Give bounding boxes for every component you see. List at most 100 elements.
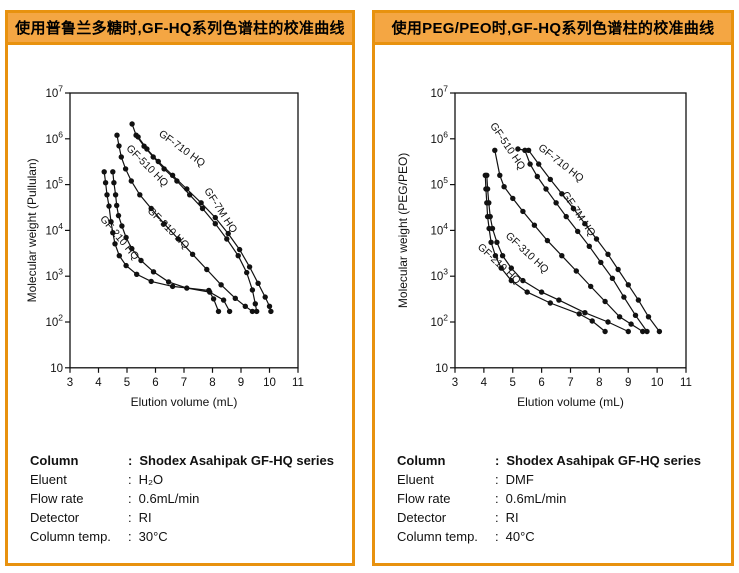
data-point bbox=[628, 321, 634, 327]
x-tick-label: 3 bbox=[67, 377, 73, 389]
data-point bbox=[510, 195, 516, 202]
data-point bbox=[576, 311, 582, 317]
spec-colon: : bbox=[495, 510, 499, 525]
x-tick-label: 10 bbox=[263, 377, 276, 389]
data-point bbox=[615, 266, 621, 273]
data-point bbox=[266, 303, 273, 309]
data-point bbox=[559, 253, 565, 259]
data-point bbox=[484, 172, 490, 178]
curve-label: GF-510 HQ bbox=[487, 120, 527, 172]
data-point bbox=[492, 147, 498, 153]
data-point bbox=[255, 280, 261, 286]
data-point bbox=[111, 180, 117, 186]
data-point bbox=[536, 161, 542, 167]
data-point bbox=[189, 251, 196, 257]
y-tick-label: 102 bbox=[430, 313, 448, 330]
data-point bbox=[487, 213, 493, 220]
spec-value: 30°C bbox=[138, 529, 168, 544]
data-point bbox=[212, 214, 218, 221]
data-point bbox=[199, 205, 206, 212]
data-point bbox=[486, 200, 492, 206]
data-point bbox=[498, 265, 504, 271]
data-point bbox=[174, 178, 180, 184]
data-point bbox=[656, 328, 663, 335]
spec-value: 40°C bbox=[505, 529, 535, 544]
data-point bbox=[112, 192, 119, 198]
data-point bbox=[135, 134, 141, 140]
x-tick-label: 11 bbox=[292, 377, 304, 389]
spec-label: Column bbox=[30, 453, 79, 468]
x-tick-label: 7 bbox=[567, 377, 573, 389]
panel-pullulan: 使用普鲁兰多糖时,GF-HQ系列色谱柱的校准曲线 3 4 5 6 7 8 9 10 11 10 10… bbox=[5, 10, 355, 566]
data-point bbox=[150, 269, 157, 275]
data-point bbox=[547, 300, 553, 306]
data-point bbox=[184, 186, 190, 192]
spec-value: Shodex Asahipak GF-HQ series bbox=[139, 453, 334, 468]
series-gf-210-hq bbox=[101, 169, 222, 315]
data-point bbox=[226, 308, 233, 315]
spec-row: Column: Shodex Asahipak GF-HQ series bbox=[30, 451, 352, 470]
spec-row: Flow rate:0.6mL/min bbox=[397, 489, 731, 508]
spec-row: Eluent: H₂O bbox=[30, 470, 352, 489]
data-point bbox=[515, 146, 521, 152]
data-point bbox=[101, 169, 107, 175]
x-tick-label: 4 bbox=[95, 377, 102, 389]
spec-value: H₂O bbox=[138, 472, 164, 487]
data-point bbox=[150, 154, 156, 160]
spec-colon: : bbox=[495, 472, 499, 487]
spec-label: Column bbox=[397, 453, 446, 468]
data-point bbox=[104, 192, 110, 198]
data-point bbox=[635, 297, 642, 303]
data-point bbox=[210, 296, 217, 302]
panel-title-pullulan: 使用普鲁兰多糖时,GF-HQ系列色谱柱的校准曲线 bbox=[8, 13, 352, 45]
y-tick-label: 102 bbox=[45, 313, 63, 330]
data-point bbox=[225, 230, 231, 237]
x-axis-title: Elution volume (mL) bbox=[517, 395, 624, 409]
spec-row: Detector: RI bbox=[30, 508, 352, 527]
y-tick-label: 107 bbox=[430, 84, 448, 101]
spec-row: Flow rate:0.6mL/min bbox=[30, 489, 352, 508]
data-point bbox=[249, 287, 256, 293]
data-point bbox=[252, 301, 258, 307]
y-tick-label: 103 bbox=[45, 267, 63, 284]
data-point bbox=[570, 205, 577, 212]
spec-label: Column temp. bbox=[30, 529, 111, 544]
data-point bbox=[184, 285, 190, 291]
data-point bbox=[235, 253, 241, 259]
data-point bbox=[212, 221, 218, 227]
spec-colon: : bbox=[128, 510, 132, 525]
y-tick-label: 10 bbox=[50, 363, 63, 375]
data-point bbox=[534, 173, 540, 180]
data-point bbox=[573, 268, 579, 274]
y-axis-title: Molecular weight (PEG/PEO) bbox=[396, 153, 410, 308]
data-point bbox=[582, 310, 588, 316]
x-tick-label: 11 bbox=[680, 377, 692, 389]
data-point bbox=[556, 297, 562, 303]
data-point bbox=[598, 259, 604, 266]
spec-colon: : bbox=[128, 472, 132, 487]
data-point bbox=[525, 147, 532, 153]
data-point bbox=[488, 239, 494, 245]
data-point bbox=[254, 308, 260, 315]
series-gf-210-hq bbox=[482, 172, 608, 335]
data-point bbox=[129, 121, 135, 127]
data-point bbox=[499, 253, 506, 259]
y-tick-label: 103 bbox=[430, 267, 448, 284]
data-point bbox=[593, 236, 600, 242]
data-point bbox=[602, 328, 608, 335]
spec-label: Eluent bbox=[30, 472, 67, 487]
data-point bbox=[621, 294, 627, 300]
data-point bbox=[102, 180, 109, 186]
series-gf-510-hq bbox=[114, 132, 256, 315]
x-tick-label: 9 bbox=[238, 377, 244, 389]
data-point bbox=[520, 277, 526, 284]
panel-peg-peo: 使用PEG/PEO时,GF-HQ系列色谱柱的校准曲线 3 4 5 6 7 8 9 10 11 10… bbox=[372, 10, 734, 566]
x-tick-label: 8 bbox=[209, 377, 215, 389]
y-tick-label: 105 bbox=[45, 175, 63, 192]
data-point bbox=[249, 308, 256, 315]
spec-table-peg-peo: Column: Shodex Asahipak GF-HQ series Eluen… bbox=[397, 451, 731, 546]
spec-label: Detector bbox=[397, 510, 447, 525]
data-point bbox=[501, 184, 507, 190]
series-gf-7m-hq bbox=[135, 134, 274, 315]
